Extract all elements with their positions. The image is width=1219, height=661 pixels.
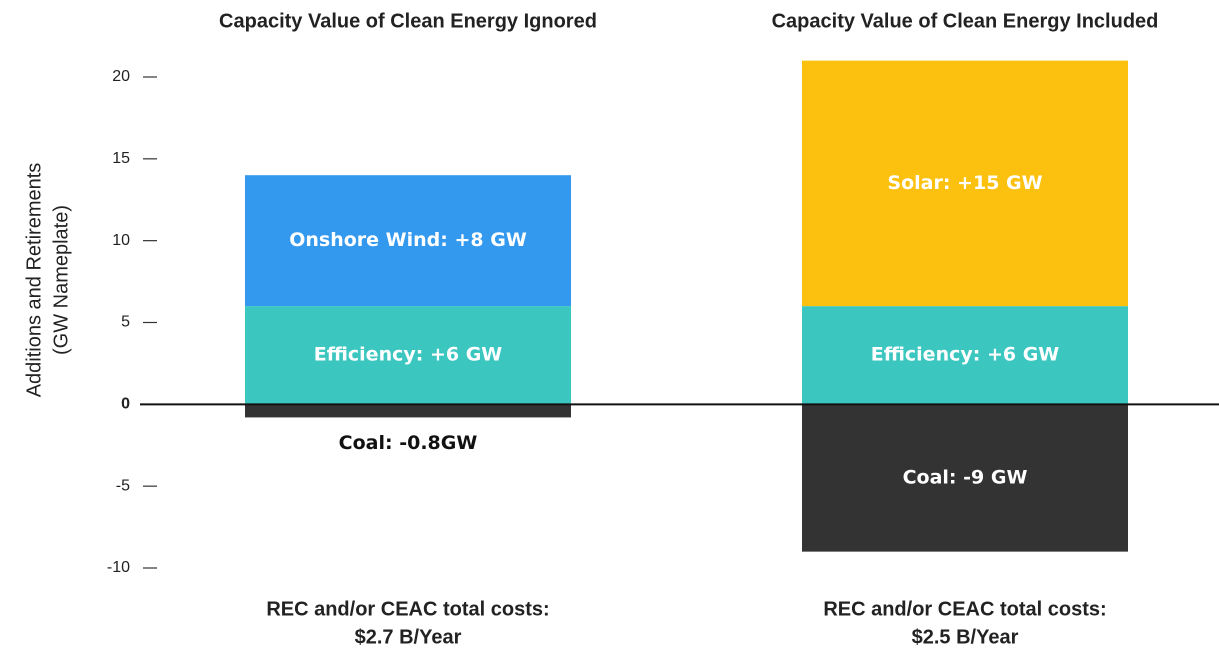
bar-label: Coal: -9 GW [903,466,1028,488]
y-axis-label: Additions and Retirements [23,163,45,398]
panel-title: Capacity Value of Clean Energy Included [772,10,1159,32]
bar-label: Coal: -0.8GW [339,432,478,454]
cost-note: REC and/or CEAC total costs: [266,598,549,620]
cost-note: REC and/or CEAC total costs: [823,598,1106,620]
bar-label: Efficiency: +6 GW [314,344,503,366]
y-tick-label: 15 [112,150,130,167]
y-tick-label: 20 [112,68,130,85]
bar-segment [245,175,571,307]
bar-segment [245,404,571,418]
cost-note: $2.7 B/Year [355,626,462,648]
bar-segment [802,306,1128,405]
y-tick-label: -10 [107,559,130,576]
bar-label: Solar: +15 GW [887,172,1042,194]
bar-label: Onshore Wind: +8 GW [289,229,527,251]
y-tick-label: 10 [112,232,130,249]
bar-segment [802,60,1128,307]
cost-note: $2.5 B/Year [912,626,1019,648]
bar-segment [802,404,1128,552]
bar-segment [245,306,571,405]
y-tick-label: 0 [121,396,130,413]
panel-title: Capacity Value of Clean Energy Ignored [219,10,597,32]
y-axis-label: (GW Nameplate) [50,205,72,355]
y-tick-label: 5 [121,314,130,331]
bar-label: Efficiency: +6 GW [871,344,1060,366]
y-tick-label: -5 [116,477,130,494]
